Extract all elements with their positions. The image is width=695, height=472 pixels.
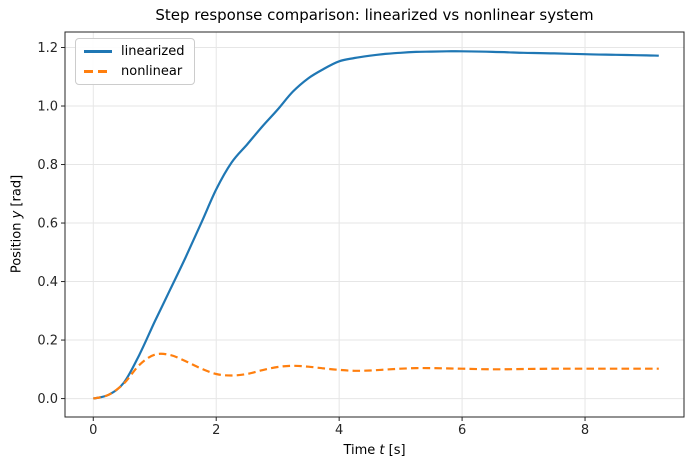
linearized-line-sample xyxy=(84,50,112,54)
y-tick-label: 1.2 xyxy=(37,41,58,56)
y-axis-label: Position y [rad] xyxy=(10,175,25,273)
x-axis-label-var: t xyxy=(379,443,385,458)
x-axis-label: Time t [s] xyxy=(65,443,684,458)
y-axis-label-prefix: Position xyxy=(9,218,25,274)
legend-label-linearized: linearized xyxy=(121,44,185,60)
legend-item-linearized: linearized xyxy=(84,45,184,58)
y-tick-label: 0.4 xyxy=(37,275,58,290)
x-tick-label: 4 xyxy=(335,423,343,438)
series-line-nonlinear xyxy=(93,352,659,400)
x-tick-label: 8 xyxy=(581,423,589,438)
legend: linearized nonlinear xyxy=(75,38,196,85)
y-tick-label: 0.2 xyxy=(37,334,58,349)
nonlinear-line-sample xyxy=(84,69,112,73)
x-axis-label-prefix: Time xyxy=(343,443,380,458)
axes-spines xyxy=(64,31,685,418)
x-tick-label: 6 xyxy=(458,423,466,438)
x-tick-label: 2 xyxy=(212,423,220,438)
y-tick-label: 0.0 xyxy=(37,392,58,407)
series-line-linearized xyxy=(93,50,659,400)
y-tick-label: 0.8 xyxy=(37,158,58,173)
x-axis-label-suffix: [s] xyxy=(384,443,406,458)
y-axis-label-var: y xyxy=(9,210,25,219)
legend-item-nonlinear: nonlinear xyxy=(84,65,184,78)
chart-title: Step response comparison: linearized vs … xyxy=(155,6,594,24)
legend-label-nonlinear: nonlinear xyxy=(121,63,183,79)
y-tick-label: 0.6 xyxy=(37,217,58,232)
x-tick-label: 0 xyxy=(89,423,97,438)
y-tick-label: 1.0 xyxy=(37,100,58,115)
y-axis-label-suffix: [rad] xyxy=(9,174,25,211)
